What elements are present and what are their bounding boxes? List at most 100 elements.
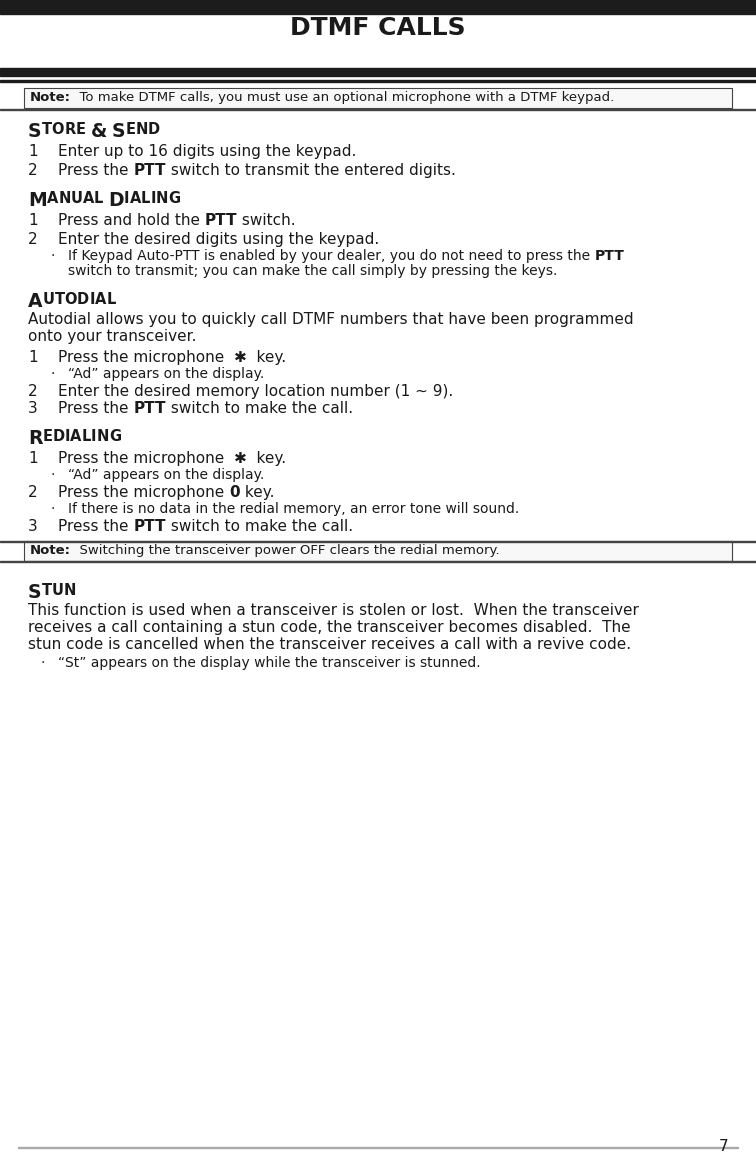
Text: “Ad” appears on the display.: “Ad” appears on the display. <box>68 468 265 482</box>
Text: T: T <box>54 292 64 307</box>
Text: 3: 3 <box>28 401 38 416</box>
Text: 2: 2 <box>28 164 38 178</box>
Bar <box>24 541 732 561</box>
Text: S: S <box>28 121 42 141</box>
Text: L: L <box>141 192 150 206</box>
Text: PTT: PTT <box>133 164 166 178</box>
Text: A: A <box>94 292 106 307</box>
Text: To make DTMF calls, you must use an optional microphone with a DTMF keypad.: To make DTMF calls, you must use an opti… <box>71 91 614 104</box>
Text: PTT: PTT <box>594 249 624 263</box>
Text: O: O <box>51 121 64 137</box>
Text: D: D <box>77 292 89 307</box>
Text: switch to make the call.: switch to make the call. <box>166 519 353 534</box>
Text: “Ad” appears on the display.: “Ad” appears on the display. <box>68 367 265 381</box>
Text: R: R <box>28 429 42 449</box>
Bar <box>0 561 756 562</box>
Text: G: G <box>109 429 121 444</box>
Text: O: O <box>64 292 77 307</box>
Text: D: D <box>52 429 64 444</box>
Text: receives a call containing a stun code, the transceiver becomes disabled.  The: receives a call containing a stun code, … <box>28 620 631 635</box>
Text: 0: 0 <box>229 485 240 500</box>
Text: L: L <box>82 429 91 444</box>
Text: If there is no data in the redial memory, an error tone will sound.: If there is no data in the redial memory… <box>68 502 519 516</box>
Text: Press the microphone  ✱  key.: Press the microphone ✱ key. <box>58 451 286 466</box>
Text: A: A <box>28 292 42 311</box>
Text: Press the: Press the <box>58 519 133 534</box>
Text: ·: · <box>50 502 54 516</box>
Text: N: N <box>58 192 70 206</box>
Text: A: A <box>129 192 141 206</box>
Text: N: N <box>96 429 109 444</box>
Text: stun code is cancelled when the transceiver receives a call with a revive code.: stun code is cancelled when the transcei… <box>28 637 631 652</box>
Text: Press and hold the: Press and hold the <box>58 213 205 228</box>
Text: A: A <box>47 192 58 206</box>
Bar <box>0 541 756 542</box>
Text: E: E <box>42 429 52 444</box>
Text: 1: 1 <box>28 350 38 364</box>
Text: PTT: PTT <box>133 401 166 416</box>
Text: Switching the transceiver power OFF clears the redial memory.: Switching the transceiver power OFF clea… <box>71 544 500 557</box>
Text: R: R <box>64 121 76 137</box>
Text: 2: 2 <box>28 485 38 500</box>
Text: Press the microphone  ✱  key.: Press the microphone ✱ key. <box>58 350 286 364</box>
Text: Autodial allows you to quickly call DTMF numbers that have been programmed: Autodial allows you to quickly call DTMF… <box>28 312 634 327</box>
Text: Press the: Press the <box>58 401 133 416</box>
Bar <box>24 88 732 107</box>
Text: N: N <box>64 583 76 598</box>
Text: Press the microphone: Press the microphone <box>58 485 229 500</box>
Text: &: & <box>91 121 107 141</box>
Text: PTT: PTT <box>133 519 166 534</box>
Text: N: N <box>156 192 168 206</box>
Text: 2: 2 <box>28 232 38 246</box>
Text: Note:: Note: <box>30 544 71 557</box>
Text: T: T <box>42 121 51 137</box>
Text: Enter the desired memory location number (1 ∼ 9).: Enter the desired memory location number… <box>58 384 454 399</box>
Text: E: E <box>76 121 85 137</box>
Text: This function is used when a transceiver is stolen or lost.  When the transceive: This function is used when a transceiver… <box>28 603 639 618</box>
Text: T: T <box>42 583 51 598</box>
Text: Note:: Note: <box>30 91 71 104</box>
Text: E: E <box>125 121 135 137</box>
Text: switch to transmit; you can make the call simply by pressing the keys.: switch to transmit; you can make the cal… <box>68 264 557 278</box>
Text: M: M <box>28 192 47 210</box>
Text: “St” appears on the display while the transceiver is stunned.: “St” appears on the display while the tr… <box>58 656 481 670</box>
Text: 1: 1 <box>28 451 38 466</box>
Text: switch to make the call.: switch to make the call. <box>166 401 353 416</box>
Text: D: D <box>108 192 124 210</box>
Text: U: U <box>42 292 54 307</box>
Text: L: L <box>94 192 104 206</box>
Text: onto your transceiver.: onto your transceiver. <box>28 329 197 345</box>
Text: Press the: Press the <box>58 164 133 178</box>
Text: 7: 7 <box>718 1139 728 1154</box>
Text: A: A <box>70 429 82 444</box>
Text: If Keypad Auto-PTT is enabled by your dealer, you do not need to press the: If Keypad Auto-PTT is enabled by your de… <box>68 249 594 263</box>
Bar <box>0 79 756 82</box>
Text: DTMF CALLS: DTMF CALLS <box>290 16 466 40</box>
Text: D: D <box>148 121 160 137</box>
Text: G: G <box>168 192 180 206</box>
Text: 1: 1 <box>28 144 38 159</box>
Text: 2: 2 <box>28 384 38 399</box>
Text: ·: · <box>50 468 54 482</box>
Text: S: S <box>112 121 125 141</box>
Text: N: N <box>135 121 148 137</box>
Text: I: I <box>64 429 70 444</box>
Text: I: I <box>91 429 96 444</box>
Bar <box>0 109 756 110</box>
Text: ·: · <box>40 656 45 670</box>
Text: I: I <box>124 192 129 206</box>
Text: switch to transmit the entered digits.: switch to transmit the entered digits. <box>166 164 456 178</box>
Bar <box>18 1147 738 1148</box>
Text: Enter the desired digits using the keypad.: Enter the desired digits using the keypa… <box>58 232 380 246</box>
Text: switch.: switch. <box>237 213 296 228</box>
Text: I: I <box>89 292 94 307</box>
Text: A: A <box>82 192 94 206</box>
Text: U: U <box>51 583 64 598</box>
Text: U: U <box>70 192 82 206</box>
Text: L: L <box>106 292 116 307</box>
Text: ·: · <box>50 249 54 263</box>
Text: I: I <box>150 192 156 206</box>
Text: ·: · <box>50 367 54 381</box>
Text: 3: 3 <box>28 519 38 534</box>
Text: S: S <box>28 583 42 602</box>
